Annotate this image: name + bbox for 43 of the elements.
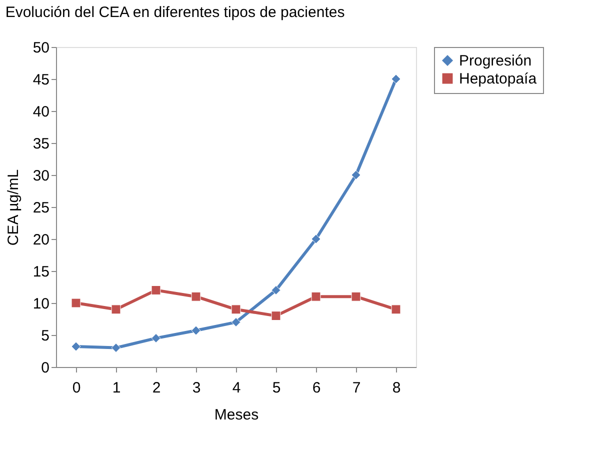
y-tick-label: 20 — [32, 232, 50, 248]
legend-label: Hepatopaía — [459, 70, 538, 88]
x-tick-label: 7 — [352, 380, 361, 396]
point — [111, 343, 121, 353]
y-tick-label: 30 — [32, 168, 50, 184]
point — [71, 342, 81, 352]
y-tick-label: 5 — [41, 328, 50, 344]
chart-title: Evolución del CEA en diferentes tipos de pacientes — [5, 4, 345, 21]
point — [71, 298, 81, 308]
x-tick-label: 0 — [72, 380, 81, 396]
point — [151, 333, 161, 343]
y-tick-label: 40 — [32, 104, 50, 120]
y-tick-label: 10 — [32, 296, 50, 312]
point — [231, 317, 241, 327]
point — [311, 292, 321, 302]
point — [191, 326, 201, 336]
point — [351, 170, 361, 180]
point — [311, 234, 321, 244]
point — [271, 285, 281, 295]
y-tick-label: 15 — [32, 264, 50, 280]
x-tick-label: 6 — [312, 380, 321, 396]
point — [151, 285, 161, 295]
x-tick-label: 2 — [152, 380, 161, 396]
x-tick-label: 5 — [272, 380, 281, 396]
y-tick-label: 0 — [41, 360, 50, 376]
point — [111, 304, 121, 314]
legend-label: Progresión — [459, 52, 532, 70]
x-tick-label: 4 — [232, 380, 241, 396]
x-tick-label: 1 — [112, 380, 121, 396]
y-tick-label: 25 — [32, 200, 50, 216]
x-axis-title: Meses — [214, 406, 259, 424]
y-tick-label: 45 — [32, 72, 50, 88]
y-tick-label: 35 — [32, 136, 50, 152]
point — [231, 304, 241, 314]
y-axis-title: CEA µg/mL — [4, 169, 22, 246]
point — [191, 292, 201, 302]
point — [271, 311, 281, 321]
y-tick-label: 50 — [32, 40, 50, 56]
point — [351, 292, 361, 302]
point — [391, 304, 401, 314]
x-tick-label: 3 — [192, 380, 201, 396]
point — [391, 74, 401, 84]
x-tick-label: 8 — [392, 380, 401, 396]
